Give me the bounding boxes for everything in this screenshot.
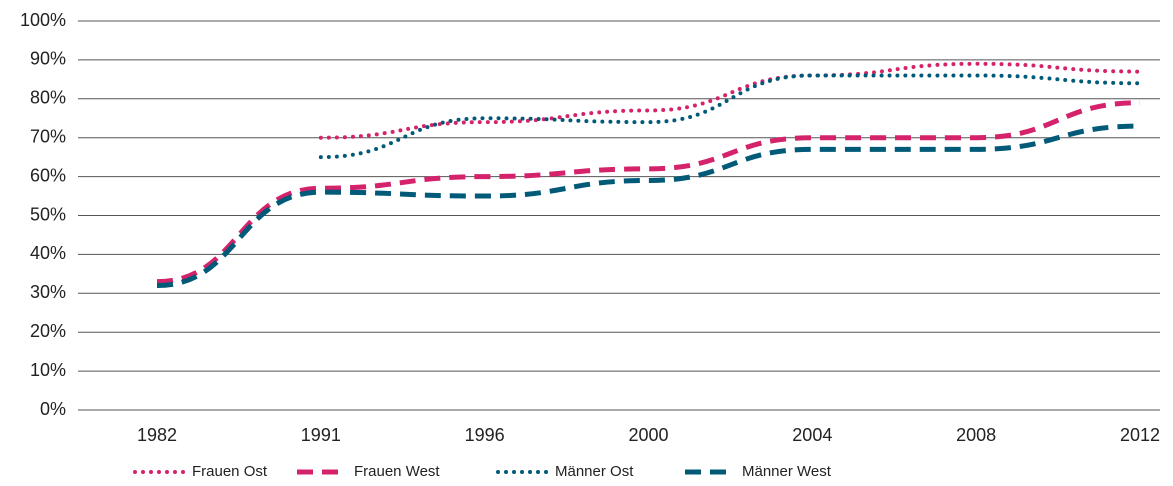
y-tick-label: 60% xyxy=(30,165,66,185)
series-line xyxy=(156,123,1141,289)
x-tick-label: 1996 xyxy=(465,425,505,445)
x-tick-label: 1991 xyxy=(301,425,341,445)
y-tick-label: 90% xyxy=(30,49,66,69)
y-tick-label: 50% xyxy=(30,204,66,224)
x-tick-label: 2000 xyxy=(628,425,668,445)
x-tick-label: 2012 xyxy=(1120,425,1160,445)
legend-label: Frauen West xyxy=(354,463,440,480)
y-tick-label: 70% xyxy=(30,126,66,146)
y-tick-label: 80% xyxy=(30,88,66,108)
series-line xyxy=(156,100,1141,285)
y-tick-label: 0% xyxy=(40,399,66,419)
y-tick-label: 30% xyxy=(30,282,66,302)
x-tick-label: 2008 xyxy=(956,425,996,445)
legend-label: Frauen Ost xyxy=(192,463,268,480)
series-line xyxy=(318,73,1142,160)
legend-label: Männer Ost xyxy=(555,463,634,480)
x-tick-label: 1982 xyxy=(137,425,177,445)
y-tick-label: 20% xyxy=(30,321,66,341)
series-line xyxy=(318,61,1142,140)
y-tick-label: 10% xyxy=(30,360,66,380)
y-tick-label: 40% xyxy=(30,243,66,263)
y-tick-label: 100% xyxy=(20,10,66,30)
legend-label: Männer West xyxy=(742,463,832,480)
x-tick-label: 2004 xyxy=(792,425,832,445)
